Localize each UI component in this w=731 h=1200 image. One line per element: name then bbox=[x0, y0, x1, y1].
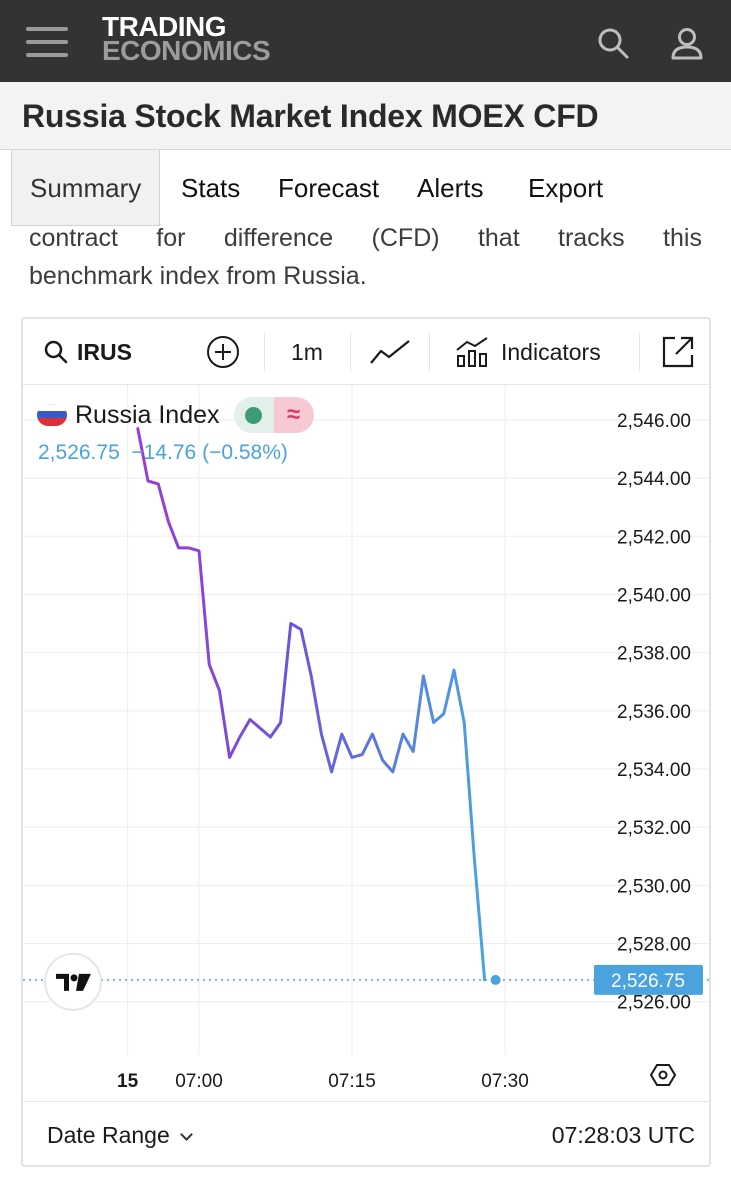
delayed-data-icon: ≈ bbox=[273, 397, 314, 433]
legend-last-value: 2,526.75 bbox=[38, 441, 120, 464]
interval-button[interactable]: 1m bbox=[291, 338, 323, 365]
title-bar: Russia Stock Market Index MOEX CFD bbox=[0, 82, 731, 150]
axis-settings-icon[interactable] bbox=[649, 1064, 677, 1086]
tradingview-logo-mark bbox=[76, 973, 91, 991]
date-range-label: Date Range bbox=[47, 1122, 170, 1148]
intro-word: this bbox=[663, 224, 702, 252]
tab-bar: Summary Stats Forecast Alerts Export bbox=[0, 150, 731, 226]
chart-footer: Date Range 07:28:03 UTC bbox=[23, 1101, 709, 1165]
tradingview-logo-mark bbox=[56, 973, 69, 991]
chart-widget: IRUS 1m Indicators bbox=[21, 317, 711, 1167]
market-status-icon bbox=[233, 397, 274, 433]
legend-change-pct: (−0.58%) bbox=[202, 441, 288, 464]
intro-line-1: contract for difference (CFD) that track… bbox=[29, 219, 702, 257]
symbol-search-button[interactable]: IRUS bbox=[43, 319, 132, 385]
y-tick-label: 2,540.00 bbox=[617, 585, 691, 606]
series-legend[interactable]: Russia Index ≈ bbox=[37, 397, 314, 433]
tab-summary[interactable]: Summary bbox=[11, 150, 161, 226]
add-compare-icon[interactable] bbox=[206, 335, 240, 369]
intro-word: tracks bbox=[558, 224, 625, 252]
price-chart[interactable]: 2,546.00 2,544.00 2,542.00 2,540.00 2,538.00… bbox=[23, 385, 709, 1101]
y-tick-label: 2,530.00 bbox=[617, 876, 691, 897]
legend-series-name: Russia Index bbox=[75, 400, 220, 429]
search-icon[interactable] bbox=[596, 26, 630, 60]
chevron-down-icon bbox=[179, 1128, 193, 1141]
tab-forecast[interactable]: Forecast bbox=[278, 173, 380, 203]
russia-flag-icon bbox=[37, 404, 67, 426]
intro-word: contract bbox=[29, 224, 118, 252]
logo-line-2: ECONOMICS bbox=[102, 35, 271, 67]
chart-clock: 07:28:03 UTC bbox=[551, 1122, 695, 1148]
indicators-label: Indicators bbox=[501, 338, 601, 365]
price-series-line bbox=[136, 427, 487, 982]
menu-icon[interactable] bbox=[26, 27, 68, 57]
intro-text: contract for difference (CFD) that track… bbox=[29, 219, 702, 295]
tab-stats[interactable]: Stats bbox=[181, 173, 241, 203]
intro-line-2: benchmark index from Russia. bbox=[29, 262, 367, 290]
logo-line-1: TRADING bbox=[102, 11, 227, 42]
last-price-dot bbox=[490, 974, 501, 985]
tab-export[interactable]: Export bbox=[528, 173, 604, 203]
tab-alerts[interactable]: Alerts bbox=[417, 173, 484, 203]
chart-toolbar: IRUS 1m Indicators bbox=[23, 319, 709, 385]
price-chart-svg: 2,546.00 2,544.00 2,542.00 2,540.00 2,538.00… bbox=[23, 385, 709, 1092]
y-tick-label: 2,526.00 bbox=[617, 993, 691, 1014]
toolbar-divider bbox=[639, 333, 640, 371]
tradingview-logo-icon[interactable] bbox=[44, 952, 102, 1011]
legend-status-pill[interactable]: ≈ bbox=[233, 397, 314, 433]
trading-economics-logo[interactable]: TRADING ECONOMICS bbox=[102, 11, 271, 67]
indicators-button[interactable]: Indicators bbox=[455, 319, 601, 385]
tradingview-logo-mark bbox=[70, 974, 78, 982]
y-tick-label: 2,546.00 bbox=[617, 411, 691, 432]
legend-values: 2,526.75 −14.76 (−0.58%) bbox=[38, 441, 288, 465]
symbol-label: IRUS bbox=[77, 338, 132, 365]
y-tick-label: 2,542.00 bbox=[617, 527, 691, 548]
last-price-label: 2,526.75 bbox=[611, 971, 685, 992]
toolbar-divider bbox=[350, 333, 351, 371]
user-icon[interactable] bbox=[670, 26, 704, 60]
line-chart-type-icon[interactable] bbox=[369, 337, 411, 367]
intro-word: (CFD) bbox=[371, 224, 440, 252]
y-tick-label: 2,544.00 bbox=[617, 469, 691, 490]
x-tick-label: 07:30 bbox=[481, 1071, 529, 1092]
intro-word: difference bbox=[223, 224, 334, 252]
intro-word: that bbox=[477, 224, 520, 252]
page-title: Russia Stock Market Index MOEX CFD bbox=[22, 98, 599, 134]
toolbar-divider bbox=[429, 333, 430, 371]
search-icon bbox=[44, 340, 68, 364]
indicators-icon bbox=[456, 337, 488, 367]
y-tick-label: 2,536.00 bbox=[617, 702, 691, 723]
y-tick-label: 2,534.00 bbox=[617, 760, 691, 781]
last-price-label-bg bbox=[594, 964, 703, 995]
x-tick-label: 07:15 bbox=[328, 1071, 376, 1092]
date-range-button[interactable]: Date Range bbox=[47, 1122, 193, 1149]
y-tick-label: 2,538.00 bbox=[617, 644, 691, 665]
legend-change: −14.76 bbox=[131, 441, 197, 464]
axis-settings-icon-center bbox=[658, 1070, 668, 1080]
x-tick-label: 07:00 bbox=[175, 1071, 223, 1092]
x-tick-label: 15 bbox=[117, 1071, 139, 1092]
y-tick-label: 2,532.00 bbox=[617, 818, 691, 839]
y-tick-label: 2,528.00 bbox=[617, 935, 691, 956]
top-bar: TRADING ECONOMICS bbox=[0, 0, 731, 82]
expand-external-icon[interactable] bbox=[661, 335, 695, 369]
toolbar-divider bbox=[264, 333, 265, 371]
intro-word: for bbox=[156, 224, 186, 252]
